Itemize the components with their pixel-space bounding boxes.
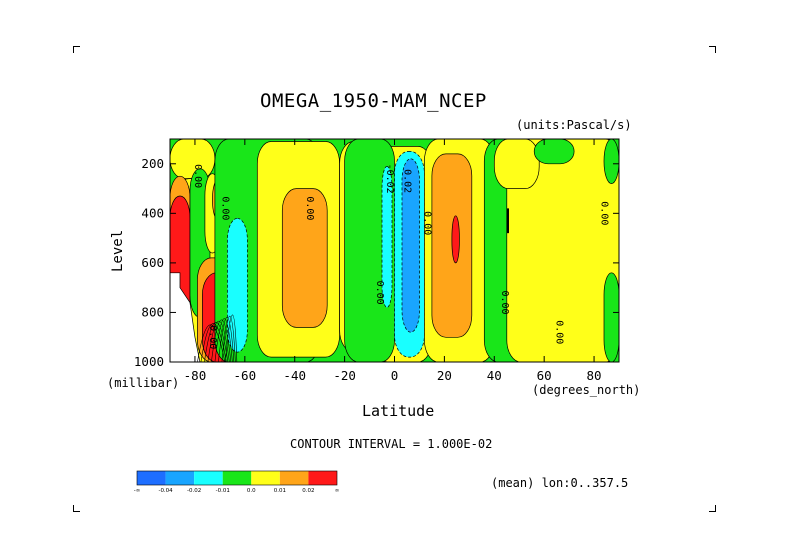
colorbar-label: 0.02 xyxy=(302,488,314,494)
contour-region-23 xyxy=(506,139,619,362)
contour-value-label: 0.00 xyxy=(304,196,315,220)
corner-mark-bottom-right xyxy=(709,505,716,512)
corner-mark-bottom-left xyxy=(73,505,80,512)
contour-region-10 xyxy=(227,217,248,353)
colorbar-label: -0.02 xyxy=(187,488,201,494)
colorbar-swatch xyxy=(194,471,223,485)
contour-region-18 xyxy=(401,158,420,333)
contour-region-26 xyxy=(603,139,619,184)
x-tick-label: 40 xyxy=(487,368,502,383)
x-tick-label: -40 xyxy=(283,368,306,383)
colorbar-swatch xyxy=(137,471,166,485)
contour-region-12 xyxy=(281,188,328,328)
contour-value-label: 0.00 xyxy=(192,164,203,188)
x-tick-label: -80 xyxy=(184,368,207,383)
x-tick-label: 60 xyxy=(537,368,552,383)
y-tick-label: 800 xyxy=(141,304,164,319)
chart-title: OMEGA_1950-MAM_NCEP xyxy=(260,90,487,112)
x-tick-label: 20 xyxy=(437,368,452,383)
contour-region-16 xyxy=(381,165,393,308)
contour-value-label: 0.00 xyxy=(599,201,610,225)
y-tick-label: 200 xyxy=(141,156,164,171)
y-tick-label: 400 xyxy=(141,205,164,220)
missing-data-region xyxy=(170,272,201,362)
x-axis-unit: (degrees_north) xyxy=(532,383,641,397)
x-tick-label: 80 xyxy=(587,368,602,383)
colorbar-label: -0.01 xyxy=(216,488,230,494)
x-tick-label: 0 xyxy=(391,368,399,383)
colorbar-label: ∞ xyxy=(335,488,340,494)
x-axis-title: Latitude xyxy=(362,402,435,420)
contour-value-label: 0.00 xyxy=(421,211,432,235)
units-label: (units:Pascal/s) xyxy=(516,118,632,132)
contour-value-label: -0.02 xyxy=(384,164,395,194)
contour-value-label: 0.02 xyxy=(401,169,412,193)
colorbar-swatch xyxy=(222,471,252,485)
contour-region-25 xyxy=(533,139,575,165)
colorbar-swatch xyxy=(308,471,337,485)
contour-line xyxy=(218,317,235,362)
contour-line xyxy=(225,314,238,362)
colorbar-label: 0.0 xyxy=(247,488,256,494)
colorbar-label: -0.04 xyxy=(158,488,173,494)
colorbar-label: -∞ xyxy=(134,488,141,494)
y-tick-label: 1000 xyxy=(134,354,164,369)
contour-region-21 xyxy=(451,215,460,264)
colorbar-swatch xyxy=(279,471,309,485)
contour-value-label: 0.00 xyxy=(219,196,230,220)
x-tick-label: -20 xyxy=(333,368,356,383)
contour-value-label: 0.00 xyxy=(207,325,218,349)
corner-mark-top-right xyxy=(709,46,716,53)
y-axis-unit: (millibar) xyxy=(107,376,180,390)
colorbar-frame xyxy=(136,470,338,486)
corner-mark-top-left xyxy=(73,46,80,53)
contour-value-label: 0.00 xyxy=(499,290,510,314)
y-tick-label: 600 xyxy=(141,255,164,270)
colorbar-label: 0.01 xyxy=(274,488,286,494)
contour-interval-label: CONTOUR INTERVAL = 1.000E-02 xyxy=(290,437,493,451)
contour-value-label: 0.00 xyxy=(554,320,565,344)
y-axis-title: Level xyxy=(110,229,126,272)
colorbar-swatch xyxy=(251,471,280,485)
contour-value-label: 0.00 xyxy=(374,281,385,305)
contour-region-24 xyxy=(493,139,540,189)
contour-region-27 xyxy=(603,272,619,362)
colorbar-swatch xyxy=(165,471,195,485)
contour-line xyxy=(221,315,236,362)
contour-line xyxy=(214,318,233,362)
x-tick-label: -60 xyxy=(234,368,257,383)
footer-label: (mean) lon:0..357.5 xyxy=(491,476,629,490)
